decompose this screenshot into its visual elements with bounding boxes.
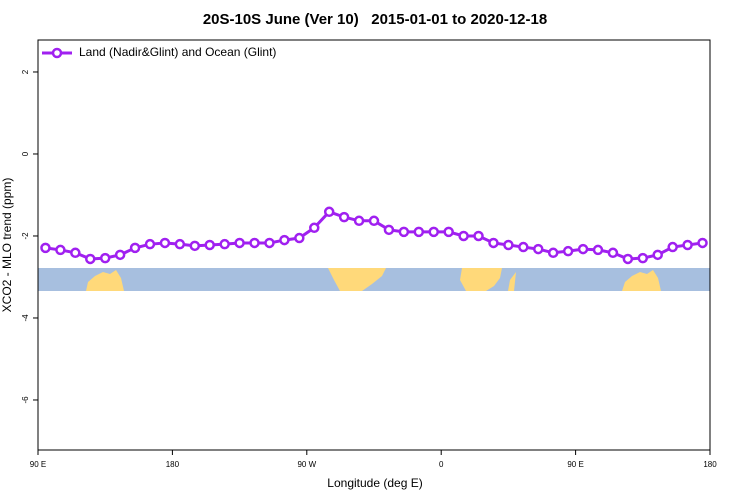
- point: [562, 245, 574, 257]
- point: [249, 237, 260, 249]
- point: [682, 239, 693, 251]
- x-tick-label: 90 W: [297, 460, 316, 469]
- point: [309, 222, 320, 234]
- point: [533, 243, 544, 255]
- point: [114, 249, 126, 261]
- point: [622, 253, 634, 265]
- y-axis-label: XCO2 - MLO trend (ppm): [0, 178, 14, 313]
- point: [234, 237, 245, 249]
- legend-marker: [51, 47, 63, 59]
- point: [144, 238, 156, 250]
- point: [55, 244, 66, 256]
- point: [264, 237, 275, 249]
- point: [473, 230, 484, 242]
- point: [204, 239, 215, 251]
- point: [338, 211, 350, 223]
- point: [85, 253, 96, 265]
- point: [398, 226, 410, 238]
- x-tick-label: 0: [439, 460, 444, 469]
- point: [652, 249, 663, 261]
- point: [174, 238, 186, 250]
- chart-title: 20S-10S June (Ver 10) 2015-01-01 to 2020…: [203, 11, 547, 28]
- point: [667, 241, 678, 253]
- point: [189, 240, 201, 252]
- point: [637, 252, 649, 264]
- point: [279, 234, 290, 246]
- y-tick-label: -2: [21, 232, 30, 240]
- x-axis-label: Longitude (deg E): [327, 476, 422, 490]
- point: [40, 242, 51, 254]
- point: [368, 215, 380, 227]
- point: [159, 237, 171, 249]
- x-tick-label: 90 E: [30, 460, 46, 469]
- map-strip: [38, 268, 710, 291]
- point: [488, 237, 499, 249]
- point: [607, 247, 619, 259]
- y-tick-label: 2: [21, 69, 30, 74]
- point: [294, 232, 305, 244]
- point: [547, 247, 559, 259]
- point: [383, 224, 395, 236]
- point: [443, 226, 454, 238]
- land: [328, 268, 386, 291]
- plot-frame: [37, 39, 711, 451]
- point: [323, 206, 335, 218]
- point: [353, 215, 365, 227]
- land: [508, 272, 516, 291]
- point: [458, 230, 469, 242]
- point: [99, 252, 111, 264]
- point: [518, 241, 529, 253]
- point: [219, 238, 230, 250]
- land: [86, 270, 124, 291]
- x-tick-label: 180: [703, 460, 717, 469]
- point: [592, 244, 604, 256]
- land: [622, 270, 661, 291]
- point: [577, 243, 589, 255]
- point: [129, 242, 141, 254]
- point: [413, 226, 425, 238]
- y-tick-label: -4: [21, 314, 30, 322]
- y-tick-label: -6: [21, 396, 30, 404]
- point: [697, 237, 708, 249]
- x-tick-label: 90 E: [567, 460, 583, 469]
- x-tick-label: 180: [166, 460, 180, 469]
- land: [460, 268, 502, 291]
- y-tick-label: 0: [21, 151, 30, 156]
- legend-label: Land (Nadir&Glint) and Ocean (Glint): [79, 45, 276, 59]
- point: [428, 226, 439, 238]
- point: [70, 247, 81, 259]
- point: [503, 239, 514, 251]
